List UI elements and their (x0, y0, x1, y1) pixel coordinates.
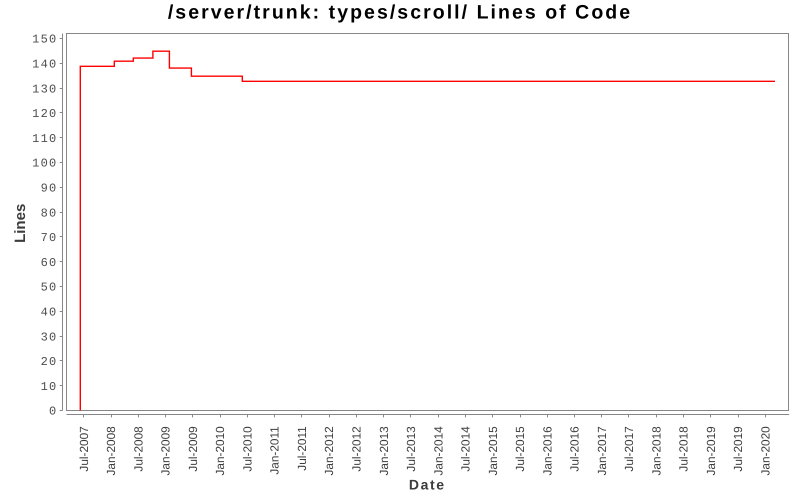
svg-text:30: 30 (41, 330, 58, 344)
svg-text:Jan-2019: Jan-2019 (704, 426, 718, 475)
svg-text:Jan-2020: Jan-2020 (758, 426, 772, 476)
svg-text:Jul-2013: Jul-2013 (404, 426, 418, 472)
svg-text:Jul-2014: Jul-2014 (459, 426, 473, 472)
svg-text:Jul-2016: Jul-2016 (568, 426, 582, 472)
svg-text:60: 60 (41, 256, 58, 270)
svg-text:Date: Date (409, 477, 446, 493)
svg-text:Jul-2015: Jul-2015 (513, 426, 527, 472)
svg-text:Jan-2013: Jan-2013 (377, 426, 391, 476)
svg-text:Jan-2017: Jan-2017 (595, 426, 609, 475)
svg-text:/server/trunk: types/scroll/ L: /server/trunk: types/scroll/ Lines of Co… (168, 1, 632, 23)
svg-text:Jul-2010: Jul-2010 (241, 426, 255, 472)
svg-text:Jan-2011: Jan-2011 (268, 426, 282, 474)
svg-text:Jul-2009: Jul-2009 (186, 426, 200, 471)
svg-text:80: 80 (41, 206, 58, 220)
svg-text:Lines: Lines (12, 204, 29, 243)
svg-text:Jul-2018: Jul-2018 (677, 426, 691, 472)
svg-text:Jul-2017: Jul-2017 (622, 426, 636, 471)
svg-text:Jan-2009: Jan-2009 (159, 426, 173, 475)
svg-text:Jan-2015: Jan-2015 (486, 426, 500, 476)
svg-text:0: 0 (49, 405, 57, 419)
svg-text:40: 40 (41, 306, 58, 320)
svg-text:100: 100 (32, 157, 57, 171)
svg-text:20: 20 (41, 355, 58, 369)
svg-text:90: 90 (41, 182, 58, 196)
svg-text:70: 70 (41, 231, 58, 245)
svg-text:Jan-2008: Jan-2008 (104, 426, 118, 476)
svg-text:50: 50 (41, 281, 58, 295)
svg-text:Jan-2018: Jan-2018 (649, 426, 663, 476)
svg-text:Jul-2011: Jul-2011 (295, 426, 309, 470)
svg-text:150: 150 (32, 33, 57, 47)
svg-text:Jul-2019: Jul-2019 (731, 426, 745, 471)
svg-text:140: 140 (32, 58, 57, 72)
svg-text:Jan-2016: Jan-2016 (540, 426, 554, 476)
svg-text:Jul-2008: Jul-2008 (131, 426, 145, 472)
svg-text:Jul-2007: Jul-2007 (77, 426, 91, 471)
svg-text:10: 10 (41, 380, 58, 394)
svg-text:Jul-2012: Jul-2012 (350, 426, 364, 471)
svg-text:Jan-2014: Jan-2014 (431, 426, 445, 476)
svg-text:130: 130 (32, 82, 57, 96)
svg-text:Jan-2010: Jan-2010 (213, 426, 227, 476)
svg-text:120: 120 (32, 107, 57, 121)
svg-text:110: 110 (32, 132, 57, 146)
svg-text:Jan-2012: Jan-2012 (322, 426, 336, 475)
